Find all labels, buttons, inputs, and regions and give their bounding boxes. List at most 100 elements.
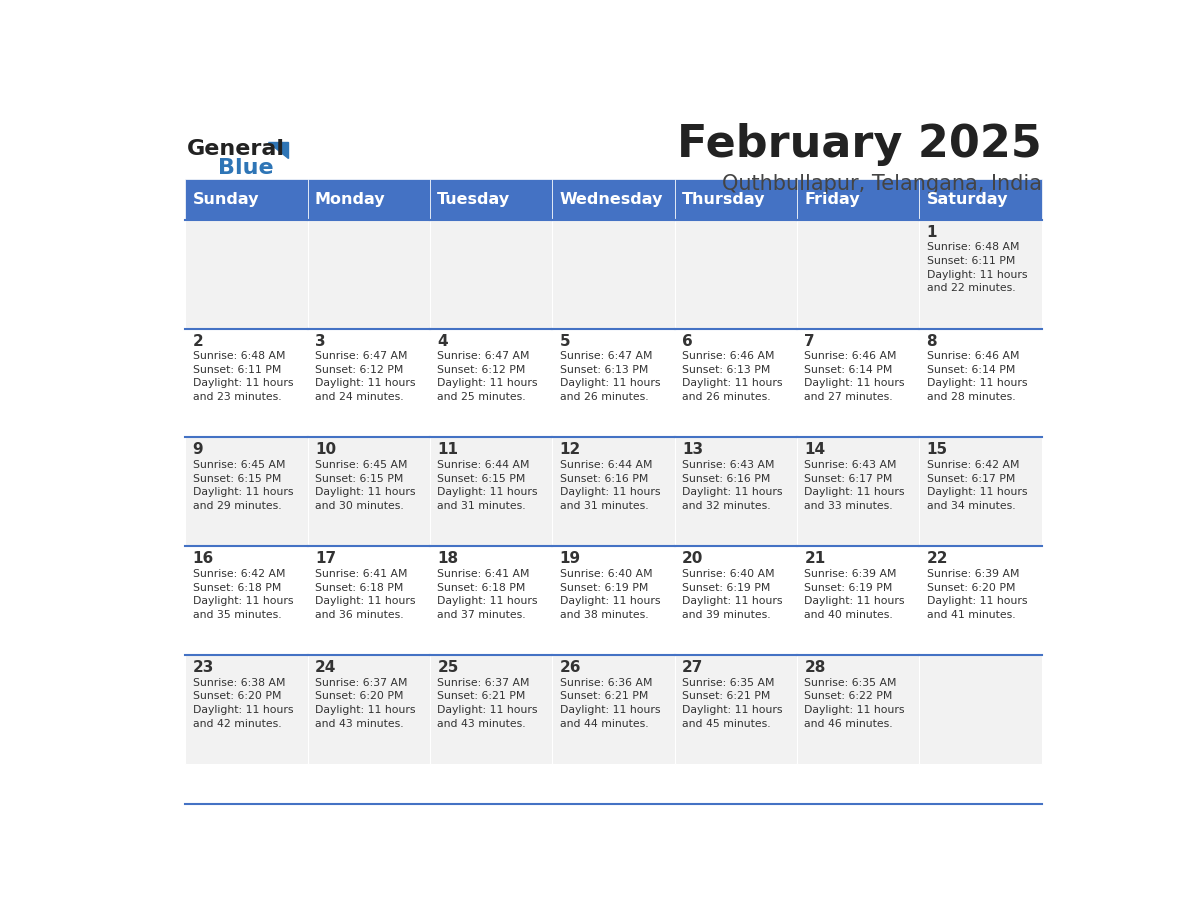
Bar	[430, 438, 552, 546]
Bar	[185, 438, 308, 546]
Bar	[430, 655, 552, 764]
Text: Sunrise: 6:35 AM
Sunset: 6:22 PM
Daylight: 11 hours
and 46 minutes.: Sunrise: 6:35 AM Sunset: 6:22 PM Dayligh…	[804, 677, 905, 729]
Text: Sunrise: 6:46 AM
Sunset: 6:14 PM
Daylight: 11 hours
and 27 minutes.: Sunrise: 6:46 AM Sunset: 6:14 PM Dayligh…	[804, 352, 905, 402]
Text: Sunrise: 6:45 AM
Sunset: 6:15 PM
Daylight: 11 hours
and 29 minutes.: Sunrise: 6:45 AM Sunset: 6:15 PM Dayligh…	[192, 460, 293, 510]
Text: Sunrise: 6:37 AM
Sunset: 6:20 PM
Daylight: 11 hours
and 43 minutes.: Sunrise: 6:37 AM Sunset: 6:20 PM Dayligh…	[315, 677, 416, 729]
Bar	[430, 219, 552, 329]
Bar	[552, 655, 675, 764]
Bar	[185, 179, 308, 219]
Bar	[797, 329, 920, 438]
Bar	[675, 179, 797, 219]
Bar	[430, 329, 552, 438]
Bar	[797, 179, 920, 219]
Bar	[797, 655, 920, 764]
Text: Saturday: Saturday	[927, 192, 1009, 207]
Text: Sunrise: 6:47 AM
Sunset: 6:12 PM
Daylight: 11 hours
and 24 minutes.: Sunrise: 6:47 AM Sunset: 6:12 PM Dayligh…	[315, 352, 416, 402]
Text: Sunrise: 6:46 AM
Sunset: 6:14 PM
Daylight: 11 hours
and 28 minutes.: Sunrise: 6:46 AM Sunset: 6:14 PM Dayligh…	[927, 352, 1028, 402]
Bar	[185, 655, 308, 764]
Bar	[920, 655, 1042, 764]
Text: Blue: Blue	[219, 158, 274, 178]
Text: 7: 7	[804, 333, 815, 349]
Text: 12: 12	[560, 442, 581, 457]
Bar	[797, 219, 920, 329]
Bar	[552, 546, 675, 655]
Bar	[308, 219, 430, 329]
Text: Sunrise: 6:41 AM
Sunset: 6:18 PM
Daylight: 11 hours
and 37 minutes.: Sunrise: 6:41 AM Sunset: 6:18 PM Dayligh…	[437, 569, 538, 620]
Text: Sunday: Sunday	[192, 192, 259, 207]
Text: 9: 9	[192, 442, 203, 457]
Text: 20: 20	[682, 551, 703, 566]
Bar	[185, 219, 308, 329]
Bar	[675, 438, 797, 546]
Bar	[308, 655, 430, 764]
Bar	[185, 329, 308, 438]
Text: Sunrise: 6:41 AM
Sunset: 6:18 PM
Daylight: 11 hours
and 36 minutes.: Sunrise: 6:41 AM Sunset: 6:18 PM Dayligh…	[315, 569, 416, 620]
Bar	[920, 219, 1042, 329]
Text: Sunrise: 6:39 AM
Sunset: 6:19 PM
Daylight: 11 hours
and 40 minutes.: Sunrise: 6:39 AM Sunset: 6:19 PM Dayligh…	[804, 569, 905, 620]
Text: 3: 3	[315, 333, 326, 349]
Polygon shape	[268, 142, 289, 158]
Bar	[675, 329, 797, 438]
Text: Sunrise: 6:43 AM
Sunset: 6:17 PM
Daylight: 11 hours
and 33 minutes.: Sunrise: 6:43 AM Sunset: 6:17 PM Dayligh…	[804, 460, 905, 510]
Text: Sunrise: 6:42 AM
Sunset: 6:18 PM
Daylight: 11 hours
and 35 minutes.: Sunrise: 6:42 AM Sunset: 6:18 PM Dayligh…	[192, 569, 293, 620]
Text: 16: 16	[192, 551, 214, 566]
Bar	[675, 655, 797, 764]
Bar	[430, 179, 552, 219]
Text: February 2025: February 2025	[677, 123, 1042, 165]
Bar	[185, 546, 308, 655]
Text: Monday: Monday	[315, 192, 386, 207]
Text: 18: 18	[437, 551, 459, 566]
Bar	[920, 179, 1042, 219]
Text: Thursday: Thursday	[682, 192, 765, 207]
Bar	[797, 438, 920, 546]
Bar	[552, 219, 675, 329]
Text: Sunrise: 6:40 AM
Sunset: 6:19 PM
Daylight: 11 hours
and 39 minutes.: Sunrise: 6:40 AM Sunset: 6:19 PM Dayligh…	[682, 569, 783, 620]
Text: Sunrise: 6:37 AM
Sunset: 6:21 PM
Daylight: 11 hours
and 43 minutes.: Sunrise: 6:37 AM Sunset: 6:21 PM Dayligh…	[437, 677, 538, 729]
Text: 2: 2	[192, 333, 203, 349]
Bar	[920, 438, 1042, 546]
Text: General: General	[188, 139, 285, 159]
Text: Sunrise: 6:48 AM
Sunset: 6:11 PM
Daylight: 11 hours
and 23 minutes.: Sunrise: 6:48 AM Sunset: 6:11 PM Dayligh…	[192, 352, 293, 402]
Bar	[552, 329, 675, 438]
Text: Sunrise: 6:46 AM
Sunset: 6:13 PM
Daylight: 11 hours
and 26 minutes.: Sunrise: 6:46 AM Sunset: 6:13 PM Dayligh…	[682, 352, 783, 402]
Text: 25: 25	[437, 660, 459, 675]
Text: Sunrise: 6:42 AM
Sunset: 6:17 PM
Daylight: 11 hours
and 34 minutes.: Sunrise: 6:42 AM Sunset: 6:17 PM Dayligh…	[927, 460, 1028, 510]
Text: 6: 6	[682, 333, 693, 349]
Text: Sunrise: 6:36 AM
Sunset: 6:21 PM
Daylight: 11 hours
and 44 minutes.: Sunrise: 6:36 AM Sunset: 6:21 PM Dayligh…	[560, 677, 661, 729]
Bar	[308, 546, 430, 655]
Bar	[675, 546, 797, 655]
Text: 15: 15	[927, 442, 948, 457]
Text: 10: 10	[315, 442, 336, 457]
Bar	[920, 329, 1042, 438]
Text: 23: 23	[192, 660, 214, 675]
Text: Sunrise: 6:39 AM
Sunset: 6:20 PM
Daylight: 11 hours
and 41 minutes.: Sunrise: 6:39 AM Sunset: 6:20 PM Dayligh…	[927, 569, 1028, 620]
Text: Sunrise: 6:48 AM
Sunset: 6:11 PM
Daylight: 11 hours
and 22 minutes.: Sunrise: 6:48 AM Sunset: 6:11 PM Dayligh…	[927, 242, 1028, 293]
Text: 11: 11	[437, 442, 459, 457]
Bar	[308, 329, 430, 438]
Text: 1: 1	[927, 225, 937, 240]
Text: Wednesday: Wednesday	[560, 192, 663, 207]
Bar	[308, 179, 430, 219]
Bar	[552, 179, 675, 219]
Bar	[797, 546, 920, 655]
Text: Friday: Friday	[804, 192, 860, 207]
Text: Sunrise: 6:47 AM
Sunset: 6:13 PM
Daylight: 11 hours
and 26 minutes.: Sunrise: 6:47 AM Sunset: 6:13 PM Dayligh…	[560, 352, 661, 402]
Text: 22: 22	[927, 551, 948, 566]
Text: Sunrise: 6:47 AM
Sunset: 6:12 PM
Daylight: 11 hours
and 25 minutes.: Sunrise: 6:47 AM Sunset: 6:12 PM Dayligh…	[437, 352, 538, 402]
Bar	[430, 546, 552, 655]
Text: 8: 8	[927, 333, 937, 349]
Text: Sunrise: 6:44 AM
Sunset: 6:16 PM
Daylight: 11 hours
and 31 minutes.: Sunrise: 6:44 AM Sunset: 6:16 PM Dayligh…	[560, 460, 661, 510]
Text: Sunrise: 6:35 AM
Sunset: 6:21 PM
Daylight: 11 hours
and 45 minutes.: Sunrise: 6:35 AM Sunset: 6:21 PM Dayligh…	[682, 677, 783, 729]
Text: Sunrise: 6:40 AM
Sunset: 6:19 PM
Daylight: 11 hours
and 38 minutes.: Sunrise: 6:40 AM Sunset: 6:19 PM Dayligh…	[560, 569, 661, 620]
Bar	[308, 438, 430, 546]
Text: 21: 21	[804, 551, 826, 566]
Text: 24: 24	[315, 660, 336, 675]
Text: 27: 27	[682, 660, 703, 675]
Text: Sunrise: 6:44 AM
Sunset: 6:15 PM
Daylight: 11 hours
and 31 minutes.: Sunrise: 6:44 AM Sunset: 6:15 PM Dayligh…	[437, 460, 538, 510]
Text: Quthbullapur, Telangana, India: Quthbullapur, Telangana, India	[721, 174, 1042, 195]
Text: 26: 26	[560, 660, 581, 675]
Text: Tuesday: Tuesday	[437, 192, 511, 207]
Bar	[675, 219, 797, 329]
Text: 4: 4	[437, 333, 448, 349]
Text: 13: 13	[682, 442, 703, 457]
